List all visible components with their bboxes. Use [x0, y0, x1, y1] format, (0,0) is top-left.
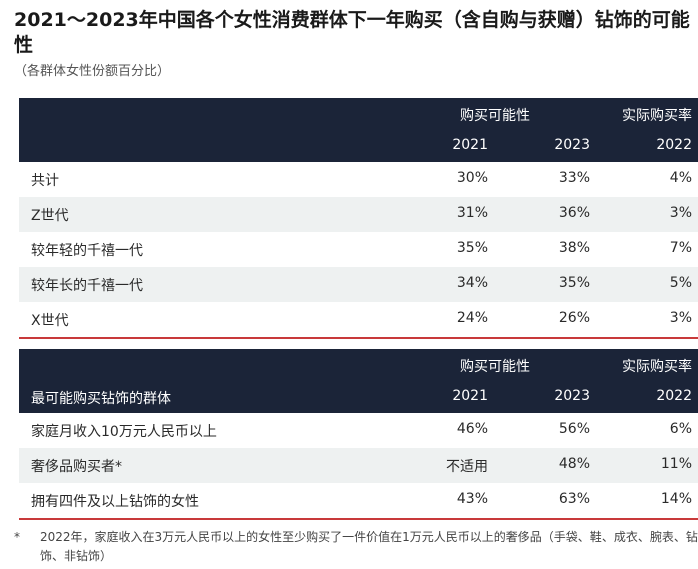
- first-column-header: 最可能购买钻饰的群体: [31, 391, 171, 407]
- cell-2021: 35%: [456, 240, 488, 256]
- column-header-2021: 2021: [452, 388, 488, 404]
- column-header-2022: 2022: [656, 137, 692, 153]
- row-label: 奢侈品购买者*: [31, 459, 122, 475]
- cell-2023: 26%: [558, 310, 590, 326]
- cell-2023: 35%: [558, 275, 590, 291]
- column-header-2023: 2023: [554, 137, 590, 153]
- table-row: 较年轻的千禧一代 35% 38% 7%: [19, 232, 698, 267]
- row-label: 较年长的千禧一代: [31, 278, 143, 294]
- cell-2021: 43%: [456, 491, 488, 507]
- table-header: 购买可能性 实际购买率 2021 2023 2022: [19, 98, 698, 162]
- cell-2023: 56%: [558, 421, 590, 437]
- row-label: X世代: [31, 313, 69, 329]
- table-row: 较年长的千禧一代 34% 35% 5%: [19, 267, 698, 302]
- table-row: 共计 30% 33% 4%: [19, 162, 698, 197]
- cell-2022: 7%: [669, 240, 692, 256]
- header-group-row: 购买可能性 实际购买率: [19, 349, 698, 381]
- group-header-actual-rate: 实际购买率: [622, 108, 692, 124]
- cell-2021: 34%: [456, 275, 488, 291]
- column-header-2021: 2021: [452, 137, 488, 153]
- column-header-2023: 2023: [554, 388, 590, 404]
- page-subtitle: （各群体女性份额百分比）: [14, 64, 171, 79]
- cell-2022: 3%: [669, 310, 692, 326]
- footnote: * 2022年，家庭收入在3万元人民币以上的女性至少购买了一件价值在1万元人民币…: [14, 528, 698, 566]
- column-header-2022: 2022: [656, 388, 692, 404]
- cell-2023: 48%: [558, 456, 590, 472]
- cell-2021: 24%: [456, 310, 488, 326]
- cell-2022: 3%: [669, 205, 692, 221]
- cell-2022: 4%: [669, 170, 692, 186]
- header-year-row: 最可能购买钻饰的群体 2021 2023 2022: [19, 381, 698, 413]
- footnote-marker: *: [14, 530, 20, 544]
- row-label: 拥有四件及以上钻饰的女性: [31, 494, 199, 510]
- cell-2021: 不适用: [446, 459, 488, 475]
- header-group-row: 购买可能性 实际购买率: [19, 98, 698, 130]
- cell-2023: 38%: [558, 240, 590, 256]
- cell-2023: 33%: [558, 170, 590, 186]
- cell-2022: 11%: [660, 456, 692, 472]
- cell-2021: 46%: [456, 421, 488, 437]
- cell-2021: 31%: [456, 205, 488, 221]
- cell-2022: 14%: [660, 491, 692, 507]
- cell-2021: 30%: [456, 170, 488, 186]
- row-label: 较年轻的千禧一代: [31, 243, 143, 259]
- table-row: X世代 24% 26% 3%: [19, 302, 698, 337]
- cell-2023: 63%: [558, 491, 590, 507]
- group-header-likelihood: 购买可能性: [460, 359, 530, 375]
- table-bottom-rule: [19, 337, 698, 339]
- header-year-row: 2021 2023 2022: [19, 130, 698, 162]
- cell-2023: 36%: [558, 205, 590, 221]
- purchase-likelihood-table-segments: 购买可能性 实际购买率 最可能购买钻饰的群体 2021 2023 2022 家庭…: [19, 349, 698, 520]
- cell-2022: 5%: [669, 275, 692, 291]
- group-header-likelihood: 购买可能性: [460, 108, 530, 124]
- table-row: 拥有四件及以上钻饰的女性 43% 63% 14%: [19, 483, 698, 518]
- table-header: 购买可能性 实际购买率 最可能购买钻饰的群体 2021 2023 2022: [19, 349, 698, 413]
- row-label: 共计: [31, 173, 59, 189]
- table-row: 家庭月收入10万元人民币以上 46% 56% 6%: [19, 413, 698, 448]
- table-row: 奢侈品购买者* 不适用 48% 11%: [19, 448, 698, 483]
- row-label: 家庭月收入10万元人民币以上: [31, 424, 217, 440]
- table-row: Z世代 31% 36% 3%: [19, 197, 698, 232]
- footnote-text: 2022年，家庭收入在3万元人民币以上的女性至少购买了一件价值在1万元人民币以上…: [40, 530, 698, 563]
- row-label: Z世代: [31, 208, 69, 224]
- purchase-likelihood-table-generations: 购买可能性 实际购买率 2021 2023 2022 共计 30% 33% 4%…: [19, 98, 698, 339]
- cell-2022: 6%: [669, 421, 692, 437]
- table-bottom-rule: [19, 518, 698, 520]
- page-title: 2021～2023年中国各个女性消费群体下一年购买（含自购与获赠）钻饰的可能性: [14, 9, 690, 56]
- group-header-actual-rate: 实际购买率: [622, 359, 692, 375]
